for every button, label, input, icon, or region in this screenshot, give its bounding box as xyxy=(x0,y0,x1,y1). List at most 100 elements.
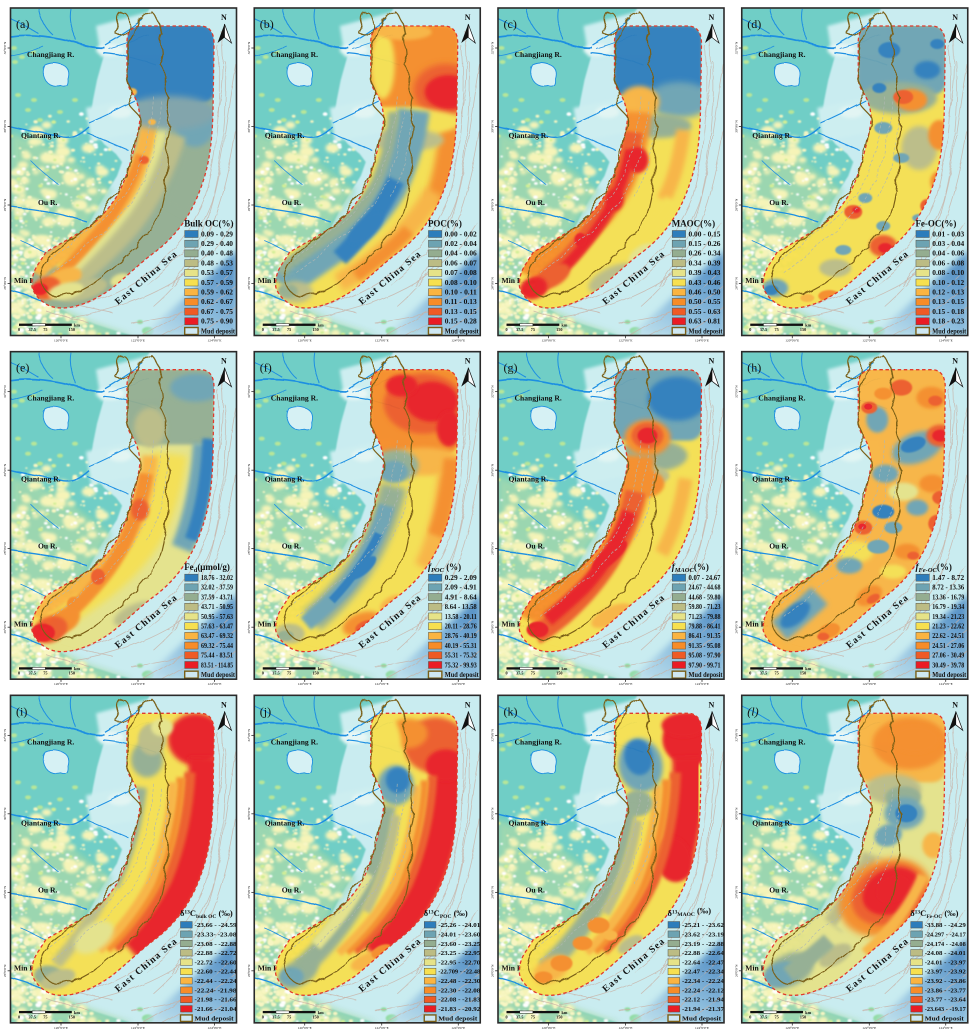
svg-text:-23.60 - -23.25: -23.60 - -23.25 xyxy=(438,941,480,948)
svg-text:Mud deposit: Mud deposit xyxy=(201,672,236,679)
svg-text:32.02 - 37.59: 32.02 - 37.59 xyxy=(201,585,233,592)
svg-text:-25.26 - -24.01: -25.26 - -24.01 xyxy=(438,922,480,929)
svg-text:-22.34 - -22.24: -22.34 - -22.24 xyxy=(682,978,725,985)
svg-text:-23.77 - -23.64: -23.77 - -23.64 xyxy=(925,997,967,1004)
svg-text:4.91 - 8.64: 4.91 - 8.64 xyxy=(445,594,478,601)
svg-text:0.57 - 0.59: 0.57 - 0.59 xyxy=(201,280,234,287)
svg-text:0.62 - 0.67: 0.62 - 0.67 xyxy=(201,299,234,306)
svg-text:-23.08 - -22.88: -23.08 - -22.88 xyxy=(195,941,237,948)
svg-text:Fed(μmol/g): Fed(μmol/g) xyxy=(184,562,230,574)
svg-text:0.18 - 0.23: 0.18 - 0.23 xyxy=(932,319,965,326)
svg-text:-23.25 - -22.95: -23.25 - -22.95 xyxy=(438,950,480,957)
svg-text:0.10 - 0.12: 0.10 - 0.12 xyxy=(932,280,965,287)
svg-text:(i): (i) xyxy=(16,704,27,718)
svg-text:40.19 - 55.31: 40.19 - 55.31 xyxy=(445,643,477,650)
svg-text:-23.86 - -23.77: -23.86 - -23.77 xyxy=(925,987,967,994)
svg-text:0.10 - 0.11: 0.10 - 0.11 xyxy=(445,290,478,297)
svg-text:(f): (f) xyxy=(260,361,272,375)
svg-text:0.48 - 0.53: 0.48 - 0.53 xyxy=(201,260,234,267)
svg-text:Mud deposit: Mud deposit xyxy=(445,672,480,679)
svg-text:13.58 - 20.11: 13.58 - 20.11 xyxy=(445,614,477,621)
svg-text:(b): (b) xyxy=(260,17,274,31)
svg-text:0.39 - 0.43: 0.39 - 0.43 xyxy=(689,270,722,277)
svg-text:-22.72 - -22.60: -22.72 - -22.60 xyxy=(195,959,237,966)
svg-text:91.35 - 95.08: 91.35 - 95.08 xyxy=(689,643,721,650)
svg-text:59.80 - 71.23: 59.80 - 71.23 xyxy=(689,604,721,611)
svg-text:0.53 - 0.57: 0.53 - 0.57 xyxy=(201,270,234,277)
svg-text:-22.95 - -22.70: -22.95 - -22.70 xyxy=(438,959,480,966)
svg-text:0.29 - 0.40: 0.29 - 0.40 xyxy=(201,241,234,248)
svg-text:(k): (k) xyxy=(504,704,518,718)
svg-text:0.02 - 0.04: 0.02 - 0.04 xyxy=(445,241,478,248)
svg-text:75.44 - 83.51: 75.44 - 83.51 xyxy=(201,653,233,660)
svg-text:fMAOC(%): fMAOC(%) xyxy=(672,562,709,574)
svg-text:-22.709 - -22.48: -22.709 - -22.48 xyxy=(438,969,480,976)
svg-text:-24.01 - -23.60: -24.01 - -23.60 xyxy=(438,931,480,938)
svg-text:13.36 - 16.79: 13.36 - 16.79 xyxy=(932,594,964,601)
svg-text:(h): (h) xyxy=(747,361,761,375)
svg-text:86.41 - 91.35: 86.41 - 91.35 xyxy=(689,633,721,640)
svg-text:(a): (a) xyxy=(16,17,29,31)
svg-text:Mud deposit: Mud deposit xyxy=(925,1015,965,1022)
svg-text:δ13CFe-OC (‰): δ13CFe-OC (‰) xyxy=(910,908,958,920)
svg-text:55.31 - 75.32: 55.31 - 75.32 xyxy=(445,653,477,660)
svg-text:fFe-OC(%): fFe-OC(%) xyxy=(915,562,951,574)
svg-text:0.00 - 0.15: 0.00 - 0.15 xyxy=(689,231,722,238)
svg-text:-22.88 - -22.72: -22.88 - -22.72 xyxy=(195,950,237,957)
svg-text:-33.88 - -24.29: -33.88 - -24.29 xyxy=(925,922,966,929)
svg-text:-22.44 - -22.24: -22.44 - -22.24 xyxy=(195,978,238,985)
svg-text:-22.64 - -22.47: -22.64 - -22.47 xyxy=(682,959,725,966)
svg-text:MAOC(%): MAOC(%) xyxy=(672,219,716,229)
svg-text:-23.97 - -23.92: -23.97 - -23.92 xyxy=(925,969,966,976)
svg-text:-23.19 - -22.88: -23.19 - -22.88 xyxy=(682,941,724,948)
svg-text:0.08 - 0.10: 0.08 - 0.10 xyxy=(445,280,478,287)
svg-text:-25.21 - -23.62: -25.21 - -23.62 xyxy=(682,922,724,929)
svg-text:0.00 - 0.02: 0.00 - 0.02 xyxy=(445,231,478,238)
svg-text:0.15 - 0.26: 0.15 - 0.26 xyxy=(689,241,722,248)
svg-text:Mud deposit: Mud deposit xyxy=(932,672,967,679)
svg-text:27.06 - 30.49: 27.06 - 30.49 xyxy=(932,653,964,660)
svg-text:21.23 - 22.62: 21.23 - 22.62 xyxy=(932,623,964,630)
svg-text:Mud deposit: Mud deposit xyxy=(201,328,236,335)
svg-text:(d): (d) xyxy=(747,17,761,31)
svg-text:Mud deposit: Mud deposit xyxy=(438,1015,478,1022)
svg-text:43.71 - 50.95: 43.71 - 50.95 xyxy=(201,604,233,611)
svg-text:-22.24- -21.98: -22.24- -21.98 xyxy=(195,987,237,994)
svg-text:0.15 - 0.18: 0.15 - 0.18 xyxy=(932,309,965,316)
svg-text:50.95 - 57.63: 50.95 - 57.63 xyxy=(201,614,233,621)
svg-text:20.11 - 28.76: 20.11 - 28.76 xyxy=(445,623,477,630)
svg-text:0.75 - 0.90: 0.75 - 0.90 xyxy=(201,319,234,326)
svg-text:2.09 - 4.91: 2.09 - 4.91 xyxy=(445,585,478,592)
svg-text:-22.47 - -22.34: -22.47 - -22.34 xyxy=(682,969,725,976)
svg-text:24.51 - 27.06: 24.51 - 27.06 xyxy=(932,643,964,650)
svg-text:-23.643 - -19.17: -23.643 - -19.17 xyxy=(925,1006,967,1013)
svg-text:Mud deposit: Mud deposit xyxy=(932,328,967,335)
svg-text:0.67 - 0.75: 0.67 - 0.75 xyxy=(201,309,234,316)
svg-text:0.01 - 0.03: 0.01 - 0.03 xyxy=(932,231,965,238)
svg-text:16.79 - 19.34: 16.79 - 19.34 xyxy=(932,604,964,611)
svg-text:0.34 - 0.39: 0.34 - 0.39 xyxy=(689,260,722,267)
svg-text:75.32 - 99.93: 75.32 - 99.93 xyxy=(445,662,477,669)
svg-text:0.08 - 0.10: 0.08 - 0.10 xyxy=(932,270,965,277)
svg-text:(j): (j) xyxy=(260,704,271,718)
svg-text:30.49 - 39.78: 30.49 - 39.78 xyxy=(932,662,964,669)
svg-text:0.15 - 0.28: 0.15 - 0.28 xyxy=(445,319,478,326)
svg-text:0.13 - 0.15: 0.13 - 0.15 xyxy=(932,299,965,306)
svg-text:-23.33- -23.08: -23.33- -23.08 xyxy=(195,931,237,938)
svg-text:0.06 - 0.07: 0.06 - 0.07 xyxy=(445,260,478,267)
svg-text:0.04 - 0.06: 0.04 - 0.06 xyxy=(932,251,965,258)
svg-text:24.67 - 44.68: 24.67 - 44.68 xyxy=(689,585,721,592)
svg-text:0.63 - 0.81: 0.63 - 0.81 xyxy=(689,319,722,326)
svg-text:-21.83 - -20.92: -21.83 - -20.92 xyxy=(438,1006,480,1013)
svg-text:Fe-OC(%): Fe-OC(%) xyxy=(915,219,956,229)
svg-text:-22.60 - -22.44: -22.60 - -22.44 xyxy=(195,969,238,976)
svg-text:-22.24 - -22.12: -22.24 - -22.12 xyxy=(682,987,724,994)
svg-text:-24.174 - -24.08: -24.174 - -24.08 xyxy=(925,941,966,948)
svg-text:Mud deposit: Mud deposit xyxy=(195,1015,235,1022)
svg-text:(e): (e) xyxy=(16,361,29,375)
svg-text:0.26 - 0.34: 0.26 - 0.34 xyxy=(689,251,722,258)
svg-text:0.40 - 0.48: 0.40 - 0.48 xyxy=(201,251,234,258)
svg-text:0.11 - 0.13: 0.11 - 0.13 xyxy=(445,299,478,306)
svg-text:0.43 - 0.46: 0.43 - 0.46 xyxy=(689,280,722,287)
svg-text:0.06 - 0.08: 0.06 - 0.08 xyxy=(932,260,965,267)
